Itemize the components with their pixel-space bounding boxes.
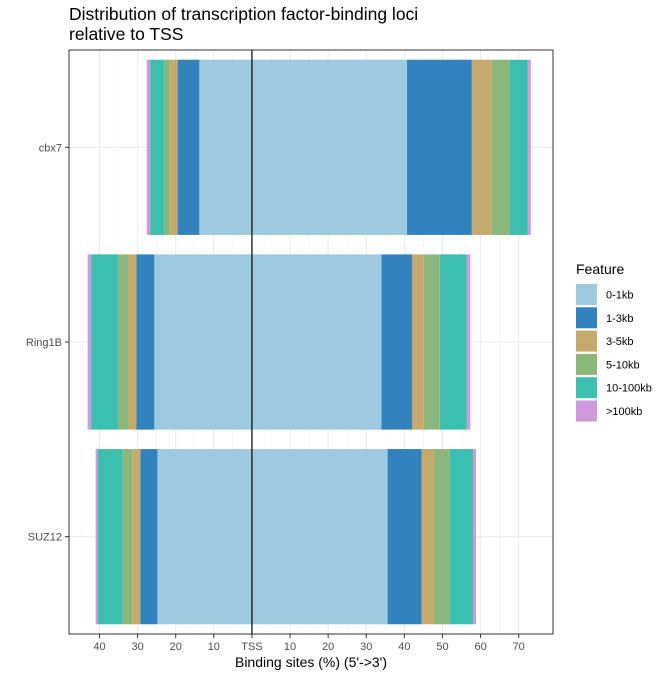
bar-segment-upstream [122, 449, 133, 625]
x-tick-label: 40 [93, 641, 105, 653]
legend-key [576, 353, 597, 375]
legend-label: 1-3kb [606, 313, 634, 325]
legend-label: 5-10kb [606, 359, 640, 371]
legend: Feature 0-1kb 1-3kb 3-5kb 5-10kb 10-100kb >10… [576, 261, 652, 422]
legend-title: Feature [576, 261, 624, 277]
bar-segment-upstream [128, 254, 137, 430]
legend-label: 10-100kb [606, 383, 652, 395]
legend-label: 0-1kb [606, 290, 634, 302]
bar-segment-upstream [132, 449, 141, 625]
y-tick-label: SUZ12 [28, 532, 62, 544]
bar-segment-downstream [387, 449, 422, 625]
bar-segment-downstream [491, 59, 510, 235]
legend-label: >100kb [606, 406, 642, 418]
legend-key [576, 377, 597, 399]
bar-segment-downstream [509, 59, 528, 235]
bar-segment-upstream [157, 449, 252, 625]
x-tick-label: TSS [241, 641, 262, 653]
bar-segment-upstream [95, 449, 98, 625]
bars [87, 59, 531, 625]
bar-segment-upstream [87, 254, 92, 430]
x-tick-label: 20 [170, 641, 182, 653]
bar-segment-upstream [177, 59, 200, 235]
bar-segment-upstream [199, 59, 252, 235]
bar-segment-downstream [471, 59, 492, 235]
x-tick-label: 30 [360, 641, 372, 653]
bar-segment-upstream [136, 254, 155, 430]
bar-segment-upstream [118, 254, 129, 430]
bar-segment-downstream [466, 254, 471, 430]
bar-segment-upstream [140, 449, 158, 625]
bar-segment-upstream [91, 254, 119, 430]
bar-segment-downstream [421, 449, 435, 625]
bar-segment-upstream [97, 449, 123, 625]
bar-segment-downstream [251, 254, 382, 430]
bar-segment-downstream [449, 449, 473, 625]
y-tick-label: Ring1B [26, 337, 62, 349]
y-tick-label: cbx7 [39, 142, 62, 154]
bar-segment-downstream [527, 59, 531, 235]
bar-segment-downstream [407, 59, 472, 235]
bar-segment-downstream [411, 254, 424, 430]
legend-key [576, 307, 597, 329]
x-axis-title: Binding sites (%) (5'->3') [235, 654, 387, 670]
bar-segment-downstream [434, 449, 450, 625]
bar-segment-upstream [146, 59, 151, 235]
x-tick-label: 10 [208, 641, 220, 653]
bar-segment-downstream [251, 449, 388, 625]
x-tick-label: 30 [131, 641, 143, 653]
chart-title-line-2: relative to TSS [69, 24, 184, 44]
bar-segment-downstream [251, 59, 408, 235]
bar-segment-upstream [150, 59, 165, 235]
x-tick-label: 40 [398, 641, 410, 653]
legend-key [576, 400, 597, 422]
legend-key [576, 330, 597, 352]
y-axis: cbx7 Ring1B SUZ12 [26, 142, 69, 544]
x-tick-label: 20 [322, 641, 334, 653]
bar-segment-upstream [154, 254, 252, 430]
legend-key [576, 284, 597, 305]
x-tick-label: 50 [436, 641, 448, 653]
x-tick-label: 10 [284, 641, 296, 653]
legend-label: 3-5kb [606, 336, 634, 348]
bar-segment-upstream [164, 59, 170, 235]
x-tick-label: 70 [513, 641, 525, 653]
bar-segment-downstream [439, 254, 467, 430]
bar-segment-downstream [472, 449, 477, 625]
chart-title: Distribution of transcription factor-bin… [69, 4, 549, 44]
x-axis: 40 30 20 10 TSS 10 20 30 40 50 60 70 [93, 634, 525, 653]
bar-segment-downstream [381, 254, 412, 430]
bar-segment-upstream [169, 59, 178, 235]
bar-segment-downstream [423, 254, 440, 430]
x-tick-label: 60 [474, 641, 486, 653]
chart-title-line-1: Distribution of transcription factor-bin… [69, 4, 419, 24]
